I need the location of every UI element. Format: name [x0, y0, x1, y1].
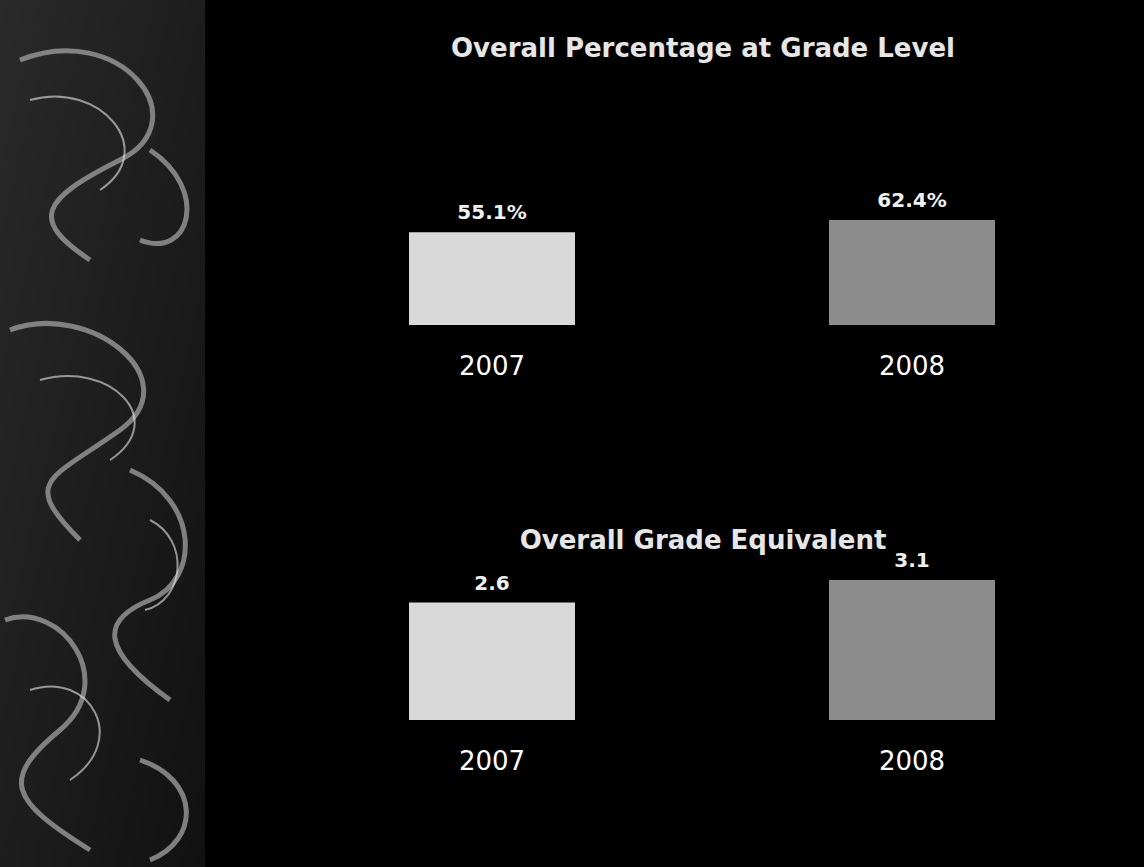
svg-text:62.4%: 62.4% — [877, 188, 946, 212]
svg-text:2007: 2007 — [459, 746, 525, 776]
svg-text:55.1%: 55.1% — [457, 200, 526, 224]
svg-text:2.6: 2.6 — [474, 571, 509, 595]
svg-text:2008: 2008 — [879, 351, 945, 381]
svg-text:Overall Percentage at Grade Le: Overall Percentage at Grade Level — [451, 33, 955, 63]
svg-text:Overall Grade Equivalent: Overall Grade Equivalent — [520, 525, 887, 555]
svg-text:2008: 2008 — [879, 746, 945, 776]
svg-text:3.1: 3.1 — [894, 548, 929, 572]
svg-text:2007: 2007 — [459, 351, 525, 381]
